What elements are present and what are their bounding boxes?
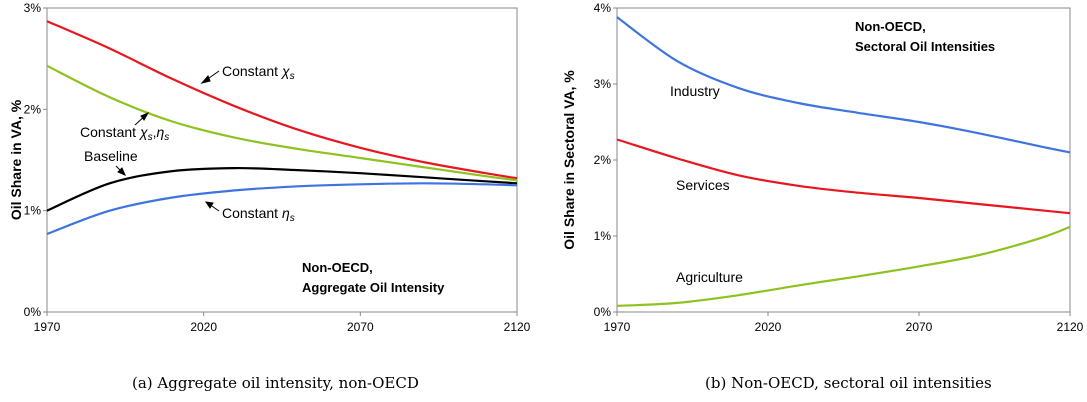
- chart-a-x-tick-label: 1970: [34, 320, 61, 334]
- chart-b-x-tick-label: 1970: [604, 320, 631, 334]
- chart-a-title-line-1: Non-OECD,: [302, 260, 373, 275]
- chart-a-plot-area: [46, 7, 518, 313]
- chart-b-y-axis-label: Oil Share in Sectoral VA, %: [561, 70, 577, 250]
- chart-b-y-tick-label: 2%: [594, 153, 612, 167]
- chart-b-series-label-agriculture: Agriculture: [676, 269, 743, 285]
- chart-a-caption: (a) Aggregate oil intensity, non-OECD: [132, 374, 419, 392]
- chart-a-series-label-constant-eta: Constant ηs: [222, 205, 295, 224]
- chart-b-series-line-industry: [616, 16, 1071, 154]
- chart-a-series-label-constant-chi-eta: Constant χs,ηs: [80, 124, 169, 143]
- chart-a-y-tick-label: 2%: [24, 102, 42, 116]
- chart-b-y-tick-label: 3%: [594, 77, 612, 91]
- chart-b-series-label-services: Services: [676, 177, 730, 193]
- chart-b-y-tick-label: 1%: [594, 229, 612, 243]
- chart-a-y-tick-label: 0%: [24, 305, 42, 319]
- chart-b-title-line-1: Non-OECD,: [855, 19, 926, 34]
- chart-b-series-line-services: [616, 138, 1071, 215]
- chart-a-series-label-baseline: Baseline: [84, 148, 138, 164]
- chart-a-series-line-constant-s: [46, 182, 518, 236]
- chart-a-series-line-constant-s: [46, 20, 518, 180]
- chart-b-y-tick-label: 4%: [594, 1, 612, 15]
- chart-b-y-tick-label: 0%: [594, 305, 612, 319]
- chart-a-y-tick-label: 1%: [24, 204, 42, 218]
- chart-a-title-line-2: Aggregate Oil Intensity: [302, 280, 445, 295]
- chart-a-y-tick-label: 3%: [24, 1, 42, 15]
- chart-a-x-tick-label: 2070: [347, 320, 374, 334]
- chart-b-title-line-2: Sectoral Oil Intensities: [855, 39, 995, 54]
- chart-b-series-label-industry: Industry: [670, 83, 720, 99]
- chart-b-x-tick-label: 2120: [1057, 320, 1084, 334]
- chart-b-x-tick-label: 2070: [906, 320, 933, 334]
- chart-a-y-axis-label: Oil Share in VA, %: [8, 99, 24, 220]
- chart-a-x-tick-label: 2120: [504, 320, 531, 334]
- chart-a: 0% 1% 2% 3% 1970 2020 2070 2120 Oil Share in VA…: [8, 1, 531, 334]
- chart-b-plot-area: [616, 7, 1071, 313]
- chart-b-x-tick-label: 2020: [755, 320, 782, 334]
- chart-b: 0% 1% 2% 3% 4% 1970 2020 2070 2120 Oil Share in …: [561, 1, 1084, 334]
- chart-a-x-tick-label: 2020: [190, 320, 217, 334]
- chart-a-series-line-constant-s-s: [46, 64, 518, 182]
- chart-a-annotation-arrows: [115, 70, 220, 212]
- chart-b-caption: (b) Non-OECD, sectoral oil intensities: [705, 374, 992, 392]
- chart-a-series-line-baseline: [46, 166, 518, 212]
- chart-a-series-label-constant-chi: Constant χs: [222, 63, 295, 82]
- chart-b-series-line-agriculture: [616, 225, 1071, 307]
